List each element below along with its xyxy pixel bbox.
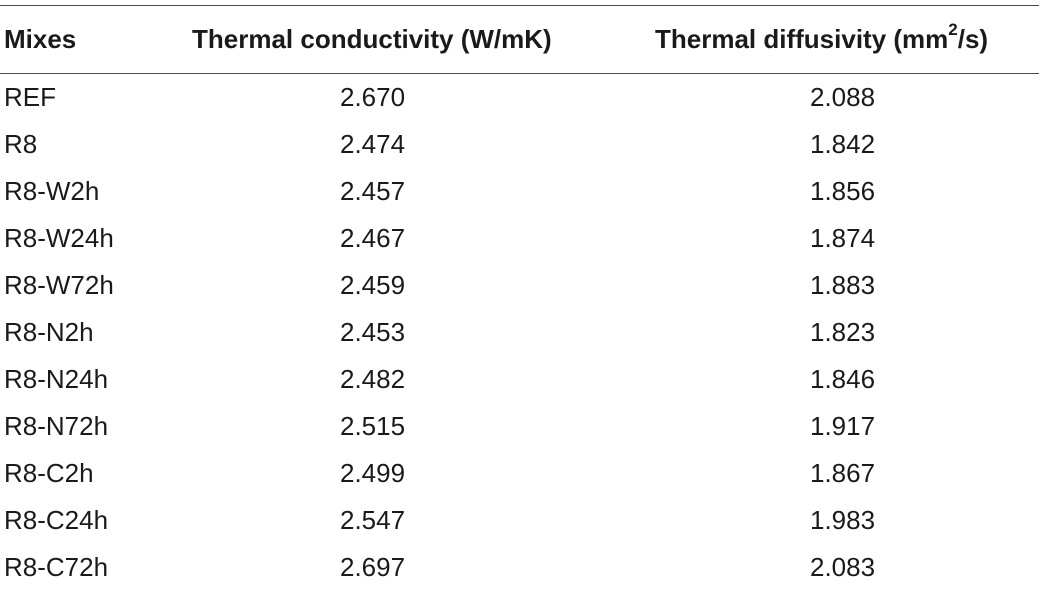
table-row: R8-C24h 2.547 1.983	[0, 497, 1039, 544]
header-thermal-conductivity: Thermal conductivity (W/mK)	[192, 24, 552, 54]
cell-mix: R8-W72h	[4, 270, 114, 300]
cell-mix: R8	[4, 129, 38, 159]
cell-diffusivity: 2.083	[810, 552, 876, 582]
cell-diffusivity: 1.983	[810, 505, 876, 535]
cell-diffusivity: 1.846	[810, 364, 876, 394]
table-row: R8-N72h 2.515 1.917	[0, 403, 1039, 450]
cell-diffusivity: 2.088	[810, 82, 876, 112]
cell-mix: R8-N2h	[4, 317, 94, 347]
header-thermal-diffusivity: Thermal diffusivity (mm2/s)	[605, 6, 1039, 74]
cell-mix: R8-C2h	[4, 458, 94, 488]
cell-diffusivity: 1.883	[810, 270, 876, 300]
table-row: R8-W72h 2.459 1.883	[0, 262, 1039, 309]
cell-conductivity: 2.515	[340, 411, 406, 441]
cell-mix: R8-W2h	[4, 176, 100, 206]
header-diffusivity-prefix: Thermal diffusivity (mm	[655, 24, 949, 54]
cell-diffusivity: 1.856	[810, 176, 876, 206]
table-row: R8 2.474 1.842	[0, 121, 1039, 168]
cell-mix: R8-C24h	[4, 505, 109, 535]
cell-diffusivity: 1.917	[810, 411, 876, 441]
table-row: R8-C2h 2.499 1.867	[0, 450, 1039, 497]
cell-conductivity: 2.547	[340, 505, 406, 535]
cell-conductivity: 2.467	[340, 223, 406, 253]
cell-mix: R8-N24h	[4, 364, 109, 394]
cell-mix: R8-W24h	[4, 223, 114, 253]
cell-conductivity: 2.697	[340, 552, 406, 582]
header-row: Mixes Thermal conductivity (W/mK) Therma…	[0, 5, 1039, 74]
cell-diffusivity: 1.823	[810, 317, 876, 347]
table-row: REF 2.670 2.088	[0, 74, 1039, 122]
table-row: R8-N24h 2.482 1.846	[0, 356, 1039, 403]
table-row: R8-C72h 2.697 2.083	[0, 544, 1039, 591]
thermal-properties-table: Mixes Thermal conductivity (W/mK) Therma…	[0, 5, 1039, 591]
cell-conductivity: 2.474	[340, 129, 406, 159]
cell-conductivity: 2.670	[340, 82, 406, 112]
header-diffusivity-superscript: 2	[948, 20, 958, 40]
cell-mix: R8-C72h	[4, 552, 109, 582]
cell-conductivity: 2.499	[340, 458, 406, 488]
cell-conductivity: 2.453	[340, 317, 406, 347]
table-body: REF 2.670 2.088 R8 2.474 1.842 R8-W2h 2.…	[0, 74, 1039, 592]
cell-mix: R8-N72h	[4, 411, 109, 441]
cell-conductivity: 2.482	[340, 364, 406, 394]
table-row: R8-W2h 2.457 1.856	[0, 168, 1039, 215]
header-mixes: Mixes	[4, 24, 77, 54]
header-diffusivity-suffix: /s)	[957, 24, 989, 54]
cell-mix: REF	[4, 82, 56, 112]
cell-diffusivity: 1.842	[810, 129, 876, 159]
table-row: R8-W24h 2.467 1.874	[0, 215, 1039, 262]
table-row: R8-N2h 2.453 1.823	[0, 309, 1039, 356]
table-header: Mixes Thermal conductivity (W/mK) Therma…	[0, 5, 1039, 74]
cell-conductivity: 2.459	[340, 270, 406, 300]
cell-diffusivity: 1.874	[810, 223, 876, 253]
cell-diffusivity: 1.867	[810, 458, 876, 488]
cell-conductivity: 2.457	[340, 176, 406, 206]
